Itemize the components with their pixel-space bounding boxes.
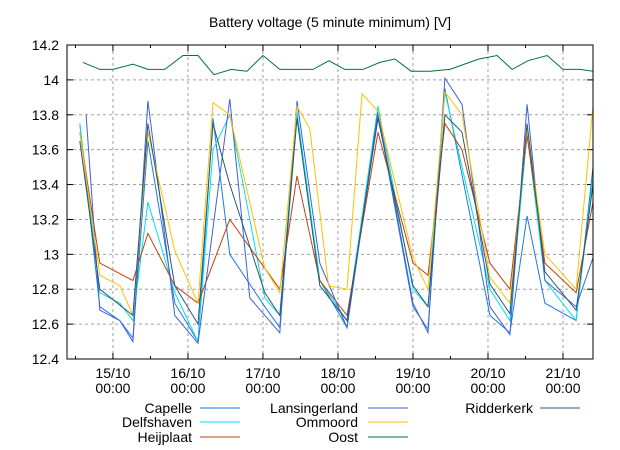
series-line-lansingerland [85, 76, 594, 345]
grid [67, 45, 593, 359]
series-lines [79, 54, 594, 345]
x-tick-label-time: 00:00 [245, 380, 280, 396]
legend-label: Oost [328, 429, 358, 445]
y-tick-label: 13.6 [32, 142, 59, 158]
series-line-delfshaven [79, 91, 594, 344]
legend-label: Ommoord [296, 414, 358, 430]
legend-item-ommoord: Ommoord [296, 414, 408, 430]
series-line-ommoord [79, 90, 594, 316]
series-line-heijplaat [79, 122, 594, 317]
legend-label: Lansingerland [270, 400, 358, 416]
x-tick-label-time: 00:00 [545, 380, 580, 396]
legend-item-delfshaven: Delfshaven [122, 414, 240, 430]
plot-frame [66, 44, 594, 360]
x-tick-label-time: 00:00 [395, 380, 430, 396]
x-tick-label-date: 21/10 [545, 365, 580, 381]
x-tick-label-date: 17/10 [245, 365, 280, 381]
x-tick-label-time: 00:00 [95, 380, 130, 396]
x-tick-label-time: 00:00 [470, 380, 505, 396]
legend: CapelleDelfshavenHeijplaatLansingerlandO… [122, 400, 580, 445]
x-tick-label-date: 20/10 [470, 365, 505, 381]
legend-item-capelle: Capelle [145, 400, 240, 416]
y-tick-label: 13.4 [32, 177, 59, 193]
axes: 12.4 12.6 12.8 13 13.2 13.4 13.6 13.8 14 14.2 15/1… [32, 37, 593, 396]
y-tick-label: 14.2 [32, 37, 59, 53]
legend-label: Capelle [145, 400, 193, 416]
legend-label: Delfshaven [122, 414, 192, 430]
x-tick-label-date: 15/10 [95, 365, 130, 381]
series-line-oost [82, 54, 594, 76]
y-tick-label: 12.8 [32, 281, 59, 297]
x-tick-label-date: 18/10 [320, 365, 355, 381]
x-tick-label-date: 19/10 [395, 365, 430, 381]
legend-label: Ridderkerk [465, 400, 534, 416]
series-line-ridderkerk [79, 113, 594, 326]
y-tick-label: 12.6 [32, 316, 59, 332]
legend-item-ridderkerk: Ridderkerk [465, 400, 580, 416]
legend-item-oost: Oost [328, 429, 408, 445]
legend-item-heijplaat: Heijplaat [138, 429, 240, 445]
y-tick-label: 14 [43, 72, 59, 88]
y-tick-label: 13 [43, 246, 59, 262]
legend-item-lansingerland: Lansingerland [270, 400, 408, 416]
legend-label: Heijplaat [138, 429, 193, 445]
x-tick-label-date: 16/10 [170, 365, 205, 381]
y-tick-label: 13.8 [32, 107, 59, 123]
x-tick-label-time: 00:00 [170, 380, 205, 396]
x-tick-label-time: 00:00 [320, 380, 355, 396]
chart-title: Battery voltage (5 minute minimum) [V] [209, 14, 451, 30]
y-tick-label: 13.2 [32, 211, 59, 227]
y-tick-label: 12.4 [32, 351, 59, 367]
